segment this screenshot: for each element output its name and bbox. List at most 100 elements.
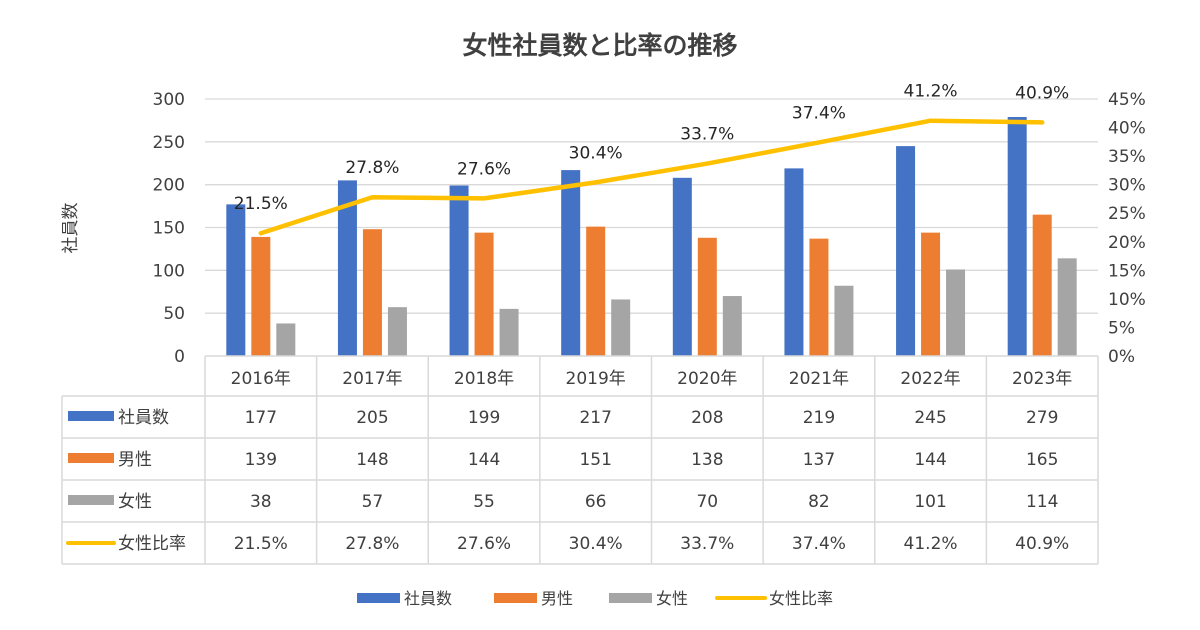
table-cell: 66 — [585, 492, 607, 512]
table-cell: 41.2% — [904, 534, 958, 554]
data-label: 30.4% — [569, 143, 623, 163]
y-axis-ticks: 0 50 100 150 200 250 300 — [153, 90, 185, 367]
bar-男性 — [809, 238, 829, 356]
data-labels: 21.5% 27.8% 27.6% 30.4% 33.7% 37.4% 41.2% 40.9% — [234, 82, 1069, 215]
table-cell: 199 — [468, 408, 500, 428]
bar-社員数 — [1007, 116, 1027, 357]
table-cell: 138 — [691, 450, 723, 470]
bar-社員数 — [896, 146, 916, 356]
table-cell: 55 — [473, 492, 495, 512]
bar-男性 — [586, 226, 606, 356]
table-cell: 144 — [914, 450, 946, 470]
table-cell: 38 — [250, 492, 272, 512]
y2-tick-label: 10% — [1108, 290, 1146, 310]
table-cell: 27.8% — [345, 534, 399, 554]
data-label: 27.6% — [457, 159, 511, 179]
bars — [226, 116, 1077, 357]
table-cell: 137 — [803, 450, 835, 470]
data-label: 27.8% — [345, 158, 399, 178]
category-label: 2019年 — [566, 369, 626, 389]
bar-女性 — [1057, 258, 1077, 356]
y2-tick-label: 20% — [1108, 233, 1146, 253]
y2-tick-label: 45% — [1108, 90, 1146, 110]
category-label: 2017年 — [342, 369, 402, 389]
legend-key-社員数 — [357, 593, 400, 603]
table-cell: 208 — [691, 408, 723, 428]
y-tick-label: 0 — [174, 347, 185, 367]
y-tick-label: 200 — [153, 176, 185, 196]
table-cell: 279 — [1026, 408, 1058, 428]
table-cell: 139 — [245, 450, 277, 470]
table-cell: 70 — [696, 492, 718, 512]
table-row-label: 女性 — [118, 492, 152, 512]
legend-label: 男性 — [541, 589, 573, 608]
table-cell: 205 — [356, 408, 388, 428]
table-cell: 40.9% — [1015, 534, 1069, 554]
table-cell: 30.4% — [569, 534, 623, 554]
table-cell: 151 — [579, 450, 611, 470]
bar-女性 — [946, 269, 966, 356]
bar-男性 — [251, 236, 271, 356]
data-label: 21.5% — [234, 194, 288, 214]
category-label: 2021年 — [789, 369, 849, 389]
y-tick-label: 100 — [153, 261, 185, 281]
table-cell: 219 — [803, 408, 835, 428]
bar-男性 — [474, 232, 494, 356]
legend-label: 社員数 — [404, 589, 452, 608]
table-cell: 37.4% — [792, 534, 846, 554]
data-label: 40.9% — [1015, 83, 1069, 103]
legend-key-男性 — [494, 593, 537, 603]
bar-女性 — [276, 323, 296, 356]
category-label: 2018年 — [454, 369, 514, 389]
y2-tick-label: 40% — [1108, 119, 1146, 139]
legend-key-女性 — [609, 593, 652, 603]
table-row-label: 男性 — [118, 450, 152, 470]
bar-社員数 — [561, 170, 581, 356]
bar-男性 — [362, 229, 382, 356]
y2-tick-label: 0% — [1108, 347, 1135, 367]
y2-tick-label: 5% — [1108, 318, 1135, 338]
ratio-line — [258, 118, 1045, 236]
table-cell: 165 — [1026, 450, 1058, 470]
category-label: 2016年 — [231, 369, 291, 389]
bar-女性 — [722, 296, 742, 356]
table-cell: 57 — [362, 492, 384, 512]
category-label: 2020年 — [677, 369, 737, 389]
table-cell: 148 — [356, 450, 388, 470]
table-cell: 114 — [1026, 492, 1058, 512]
y2-tick-label: 15% — [1108, 261, 1146, 281]
table-cell: 144 — [468, 450, 500, 470]
line-女性比率 — [258, 118, 1045, 236]
bar-女性 — [834, 285, 854, 356]
bar-社員数 — [449, 185, 469, 356]
legend: 社員数 男性 女性 女性比率 — [357, 589, 833, 608]
bar-女性 — [387, 307, 407, 356]
y-tick-label: 50 — [163, 304, 185, 324]
bar-男性 — [697, 237, 717, 356]
category-label: 2022年 — [900, 369, 960, 389]
table-cell: 177 — [245, 408, 277, 428]
data-label: 41.2% — [904, 82, 958, 102]
table-key-女性 — [68, 495, 114, 505]
category-label: 2023年 — [1012, 369, 1072, 389]
y-axis-title: 社員数 — [61, 203, 81, 254]
table-cell: 21.5% — [234, 534, 288, 554]
legend-label: 女性比率 — [769, 589, 833, 608]
table-row-label: 社員数 — [118, 408, 169, 428]
table-row-label: 女性比率 — [118, 534, 186, 554]
table-cell: 245 — [914, 408, 946, 428]
y-tick-label: 300 — [153, 90, 185, 110]
y2-axis-ticks: 0% 5% 10% 15% 20% 25% 30% 35% 40% 45% — [1108, 90, 1146, 367]
bar-社員数 — [784, 168, 804, 356]
table-cell: 33.7% — [680, 534, 734, 554]
y2-tick-label: 25% — [1108, 204, 1146, 224]
y-tick-label: 250 — [153, 133, 185, 153]
table-key-社員数 — [68, 411, 114, 421]
table-cell: 101 — [914, 492, 946, 512]
bar-女性 — [611, 299, 631, 356]
table-key-男性 — [68, 453, 114, 463]
bar-男性 — [1032, 214, 1052, 356]
data-label: 33.7% — [680, 125, 734, 145]
table-cell: 217 — [579, 408, 611, 428]
